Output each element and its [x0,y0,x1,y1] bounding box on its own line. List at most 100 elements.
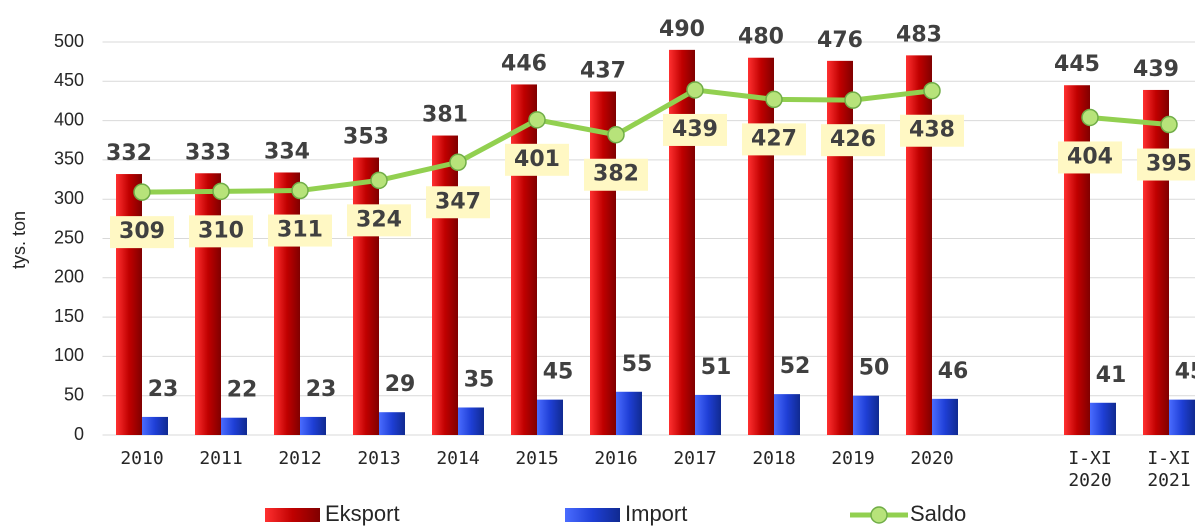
line-point [1160,115,1178,134]
data-label: 439 [672,117,718,142]
data-label: 490 [659,17,705,42]
data-label: 311 [277,218,323,243]
x-tick-label-box: I-XI 2020 [1068,448,1111,491]
line-point [370,171,388,190]
x-tick-label: 2016 [594,448,638,469]
bar [1090,402,1116,435]
bar [511,84,537,435]
x-tick-label-box: 2014 [436,448,480,469]
data-label: 483 [896,22,942,47]
data-label-box [189,215,253,248]
bar [195,173,221,435]
data-label: 426 [830,127,876,152]
data-label: 52 [780,354,811,379]
x-tick-label-box: 2011 [199,448,243,469]
bar [379,412,405,435]
data-label-box [742,123,806,156]
bar [1169,399,1195,435]
x-tick-label-box: 2012 [278,448,322,469]
data-label: 324 [356,207,402,232]
bar [669,49,695,436]
data-label: 381 [422,103,468,128]
data-label-box [1058,141,1122,174]
bar [432,135,458,435]
data-label-box [584,158,648,191]
data-label: 347 [435,189,481,214]
data-label-box [110,216,174,249]
data-label: 395 [1146,152,1192,177]
bar [142,416,168,435]
x-tick-label: 2015 [515,448,559,469]
data-label-box [1137,148,1195,181]
bar [774,394,800,435]
data-label: 401 [514,147,560,172]
line-point [449,153,467,172]
bar [748,57,774,435]
data-label: 445 [1054,52,1100,77]
bar [458,407,484,435]
data-label-box [505,143,569,176]
x-tick-label: I-XI 2021 [1147,448,1191,491]
legend-swatch [265,508,320,522]
data-label: 55 [622,352,653,377]
bar [274,172,300,435]
y-axis-label: tys. ton [9,211,29,269]
bar [353,157,379,436]
x-tick-label: 2014 [436,448,480,469]
data-label: 22 [227,378,258,403]
x-tick-label: 2017 [673,448,717,469]
line-point [923,81,941,100]
data-label-box [347,204,411,237]
data-label: 437 [580,59,626,84]
data-label: 51 [701,355,732,380]
data-label: 41 [1096,363,1127,388]
bar [853,395,879,435]
x-tick-label: 2019 [831,448,875,469]
x-tick-label-box: 2019 [831,448,875,469]
line-point [844,91,862,109]
data-label: 438 [909,118,955,143]
y-tick-label: 250 [54,227,84,247]
y-tick-label: 100 [54,345,84,365]
line-point [133,183,151,201]
data-label: 45 [543,360,574,385]
bar [1143,89,1169,436]
data-label: 35 [464,367,495,392]
legend-label: Eksport [325,501,400,526]
bar [827,60,853,435]
data-label: 333 [185,140,231,165]
data-label: 45 [1175,360,1195,385]
x-tick-label: 2012 [278,448,322,469]
legend-swatch [565,508,620,522]
x-tick-label-box: 2015 [515,448,559,469]
line-point [686,81,704,99]
x-tick-label-box: 2020 [910,448,954,469]
data-label: 382 [593,162,639,187]
data-label: 439 [1133,57,1179,82]
bar [906,55,932,435]
y-tick-label: 200 [54,267,84,287]
y-tick-label: 0 [74,424,84,444]
data-label: 310 [198,218,244,243]
y-tick-label: 450 [54,70,84,90]
x-tick-label: 2013 [357,448,401,469]
bar [695,394,721,435]
data-label: 23 [148,377,179,402]
x-tick-label: 2020 [910,448,954,469]
data-label: 334 [264,139,310,164]
line-point [607,125,625,144]
data-label: 50 [859,356,890,381]
x-tick-label: 2010 [120,448,164,469]
legend-marker [870,506,888,524]
data-label: 23 [306,377,337,402]
data-label-box [900,114,964,147]
y-tick-label: 400 [54,109,84,129]
x-tick-label: 2011 [199,448,243,469]
y-tick-label: 500 [54,31,84,51]
x-tick-label: 2018 [752,448,796,469]
line-point [528,111,546,129]
data-label-box [268,214,332,247]
x-tick-label-box: I-XI 2021 [1147,448,1191,491]
x-tick-label-box: 2018 [752,448,796,469]
data-label: 29 [385,372,416,397]
